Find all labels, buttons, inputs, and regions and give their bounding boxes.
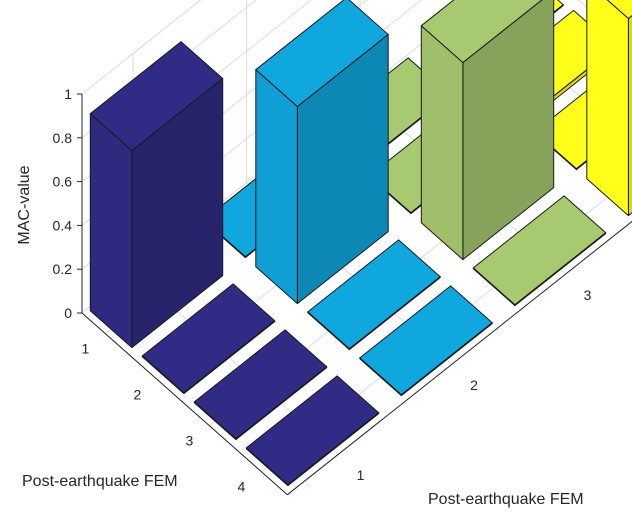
y-tick-label: 4 bbox=[238, 479, 246, 495]
z-tick-label: 0.2 bbox=[53, 261, 73, 277]
ticks-layer: 00.20.40.60.8112341234 bbox=[53, 86, 632, 496]
y-tick-label: 1 bbox=[82, 341, 90, 357]
bar bbox=[307, 239, 441, 351]
bar bbox=[420, 0, 555, 261]
y-tick-label: 2 bbox=[134, 387, 142, 403]
bar-face-front bbox=[627, 15, 632, 217]
bar bbox=[245, 375, 380, 487]
bar bbox=[586, 0, 632, 217]
x-axis-line bbox=[287, 220, 632, 496]
bar bbox=[141, 283, 276, 395]
x-tick-label: 1 bbox=[357, 467, 365, 483]
bar-face-side bbox=[586, 0, 629, 217]
bar bbox=[255, 0, 389, 305]
y-axis-line bbox=[81, 312, 288, 496]
x-tick-label: 2 bbox=[470, 377, 478, 393]
z-tick-label: 1 bbox=[64, 86, 72, 102]
bar bbox=[89, 41, 224, 349]
bar-face-side bbox=[420, 25, 464, 261]
bar-face-side bbox=[255, 69, 298, 305]
z-tick-label: 0.6 bbox=[53, 174, 73, 190]
z-axis-label: MAC-value bbox=[16, 165, 33, 244]
x-tick-label: 3 bbox=[584, 287, 592, 303]
bar-face-top bbox=[420, 0, 543, 63]
bar-face-side bbox=[89, 113, 133, 349]
bar-face-top bbox=[245, 375, 380, 486]
bar-face-top bbox=[193, 329, 328, 440]
z-tick-label: 0.4 bbox=[53, 217, 73, 233]
bar-face-top bbox=[606, 0, 632, 19]
z-tick-label: 0 bbox=[64, 305, 72, 321]
y-axis-label: Post-earthquake FEM bbox=[22, 473, 178, 490]
bar bbox=[359, 285, 493, 397]
bar-face-top bbox=[255, 0, 389, 107]
bar bbox=[472, 195, 607, 307]
bar-face-top bbox=[472, 195, 607, 306]
bars-layer bbox=[89, 0, 632, 487]
x-axis-label: Post-earthquake FEM bbox=[428, 491, 584, 508]
bar-face-top bbox=[89, 41, 224, 151]
bar-face-top bbox=[307, 239, 441, 350]
bar-face-top bbox=[141, 283, 276, 394]
bar bbox=[193, 329, 328, 441]
bar-face-top bbox=[359, 285, 493, 396]
grid-line bbox=[81, 0, 202, 95]
y-tick-label: 3 bbox=[186, 433, 194, 449]
z-tick-label: 0.8 bbox=[53, 130, 73, 146]
